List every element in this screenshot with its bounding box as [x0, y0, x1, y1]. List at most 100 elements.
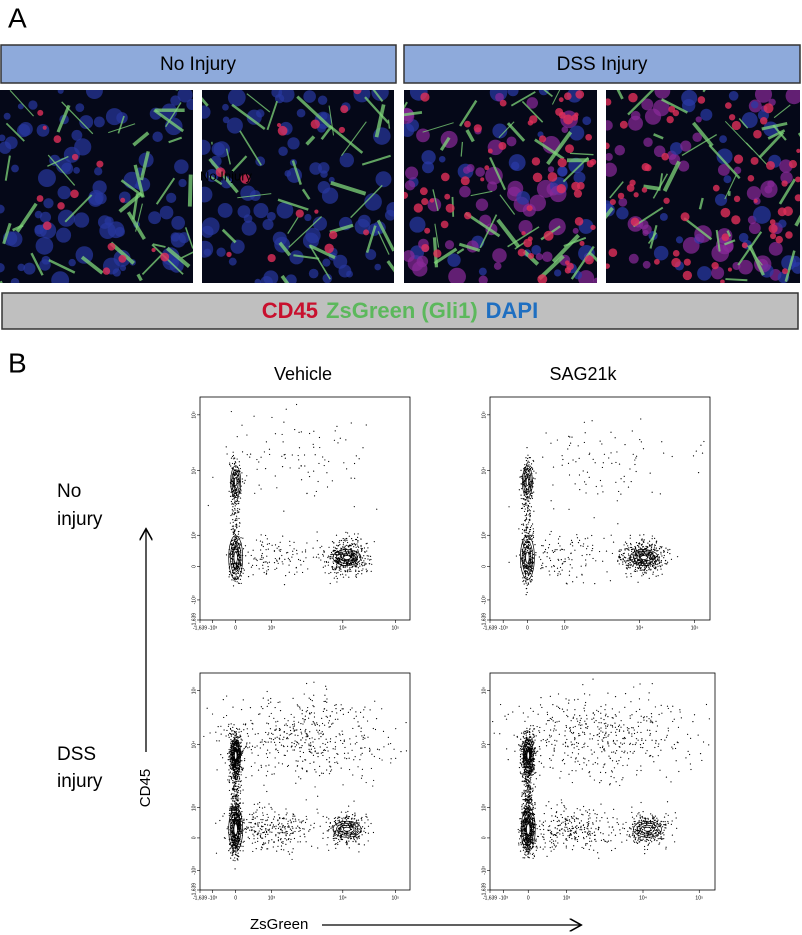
event-dot — [527, 548, 530, 550]
event-dot — [645, 566, 647, 568]
event-dot — [538, 556, 540, 558]
event-dot — [560, 559, 562, 561]
event-dot — [357, 721, 359, 723]
event-dot — [655, 549, 657, 551]
event-dot — [571, 541, 574, 544]
nucleus — [405, 166, 419, 180]
event-dot — [231, 514, 233, 516]
event-dot — [232, 782, 234, 784]
contour — [339, 553, 355, 562]
event-dot — [234, 505, 236, 507]
event-dot — [358, 554, 360, 556]
cd45-cell — [526, 205, 533, 212]
event-dot — [651, 561, 654, 563]
event-dot — [334, 817, 337, 819]
event-dot — [525, 527, 528, 529]
event-dot — [239, 742, 242, 744]
event-dot — [651, 543, 653, 546]
event-dot — [285, 552, 288, 554]
strand — [459, 99, 478, 127]
event-dot — [357, 533, 359, 535]
event-dot — [541, 544, 543, 547]
event-dot — [314, 747, 316, 749]
event-dot — [540, 568, 542, 570]
cd45-cell — [57, 202, 65, 210]
event-dot — [633, 560, 635, 562]
contour — [633, 551, 655, 564]
event-dot — [640, 441, 642, 443]
event-dot — [235, 565, 237, 567]
event-dot — [532, 482, 534, 484]
event-dot — [316, 808, 318, 810]
strand — [460, 141, 464, 157]
event-dot — [242, 850, 244, 852]
event-dot — [315, 490, 317, 493]
event-dot — [663, 557, 665, 559]
event-dot — [296, 571, 298, 573]
event-dot — [236, 736, 239, 738]
event-dot — [358, 828, 360, 830]
event-dot — [367, 558, 369, 560]
event-dot — [556, 549, 558, 551]
nucleus — [561, 126, 569, 134]
event-dot — [342, 544, 344, 546]
cd45-cell — [733, 154, 744, 164]
event-dot — [643, 541, 645, 543]
nucleus — [641, 98, 654, 111]
event-dot — [338, 559, 340, 561]
event-dot — [235, 515, 238, 517]
event-dot — [234, 472, 236, 474]
event-dot — [338, 567, 341, 569]
cd45-cell — [711, 262, 719, 270]
event-dot — [230, 740, 232, 742]
event-dot — [233, 457, 235, 459]
event-dot — [354, 554, 356, 556]
event-dot — [340, 570, 342, 572]
event-dot — [287, 557, 289, 559]
event-dot — [347, 817, 350, 819]
event-dot — [235, 500, 237, 502]
event-dot — [308, 745, 310, 747]
strand — [80, 255, 104, 275]
event-dot — [508, 506, 510, 508]
cd45-cell — [794, 194, 800, 202]
cd45-cell — [731, 215, 741, 225]
event-dot — [331, 568, 334, 570]
event-dot — [231, 467, 233, 469]
event-dot — [307, 471, 309, 473]
event-dot — [623, 552, 625, 554]
event-dot — [622, 555, 624, 557]
event-dot — [235, 802, 238, 804]
cd45-cell — [324, 243, 334, 254]
event-dot — [526, 566, 528, 568]
event-dot — [666, 551, 669, 553]
event-dot — [241, 451, 244, 453]
event-dot — [531, 575, 533, 577]
event-dot — [315, 556, 318, 558]
nucleus — [478, 267, 487, 276]
event-dot — [520, 497, 522, 500]
event-dot — [312, 547, 314, 549]
event-dot — [630, 546, 632, 549]
strand — [439, 136, 451, 151]
event-dot — [651, 557, 653, 559]
micrograph-content — [202, 90, 394, 283]
event-dot — [527, 510, 529, 513]
event-dot — [527, 498, 529, 500]
event-dot — [583, 441, 585, 444]
event-dot — [231, 509, 233, 511]
event-dot — [657, 575, 659, 577]
event-dot — [616, 500, 618, 502]
event-dot — [252, 549, 254, 551]
event-dot — [639, 534, 641, 536]
event-dot — [233, 846, 235, 848]
cd45-cell — [782, 268, 788, 275]
event-dot — [648, 577, 650, 579]
event-dot — [230, 728, 232, 730]
event-dot — [635, 457, 637, 459]
event-dot — [266, 705, 268, 707]
y-axis-label: CD45 — [137, 769, 154, 807]
event-dot — [349, 552, 351, 554]
strand — [118, 191, 143, 213]
event-dot — [551, 550, 554, 552]
